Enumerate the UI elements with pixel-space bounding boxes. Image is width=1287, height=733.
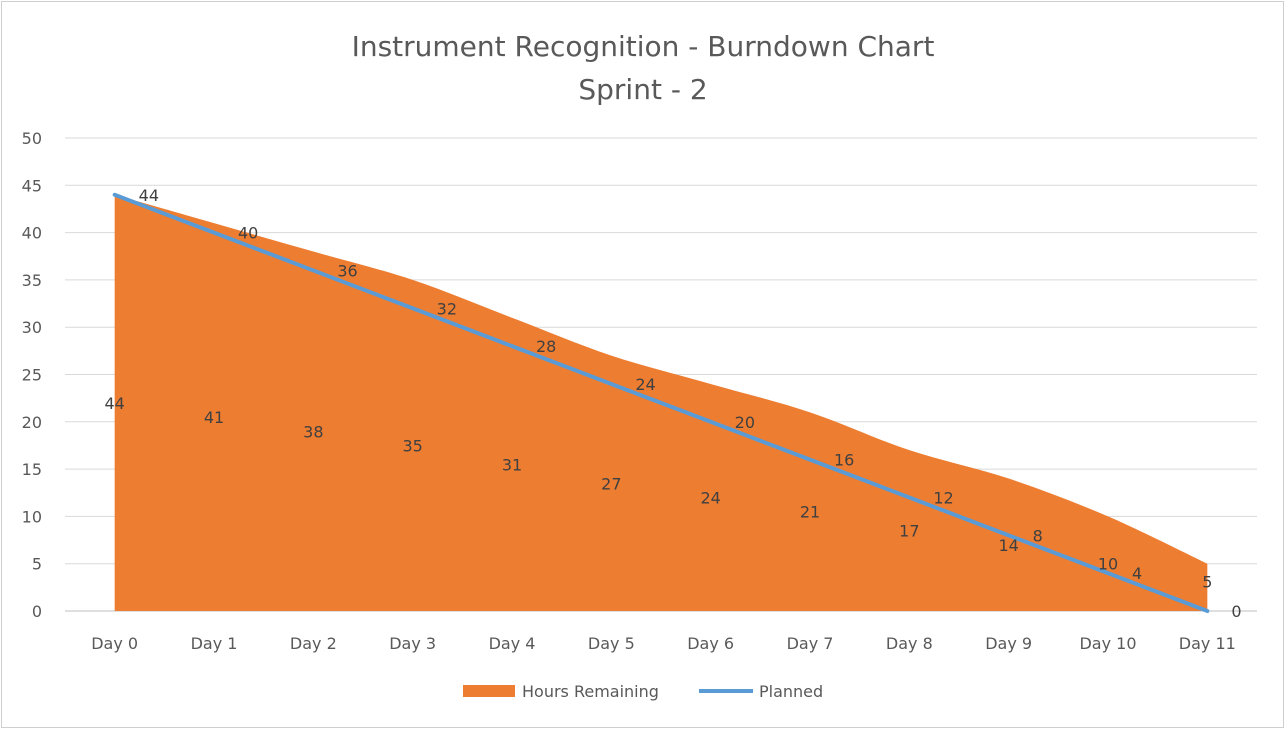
y-tick-label: 35 xyxy=(22,271,42,290)
x-tick-label: Day 9 xyxy=(985,634,1032,653)
x-tick-label: Day 4 xyxy=(489,634,536,653)
hours-remaining-data-label: 14 xyxy=(998,536,1018,555)
planned-data-label: 12 xyxy=(933,488,953,507)
legend-swatch-hours-remaining xyxy=(463,685,515,697)
y-tick-label: 30 xyxy=(22,318,42,337)
x-tick-label: Day 5 xyxy=(588,634,635,653)
planned-line xyxy=(112,192,1210,613)
planned-data-label: 8 xyxy=(1033,526,1043,545)
planned-data-label: 28 xyxy=(536,337,556,356)
y-tick-label: 25 xyxy=(22,366,42,385)
planned-data-label: 36 xyxy=(337,261,357,280)
x-tick-label: Day 6 xyxy=(687,634,734,653)
planned-data-label: 24 xyxy=(635,375,655,394)
legend-label-hours-remaining: Hours Remaining xyxy=(522,682,659,701)
y-tick-label: 0 xyxy=(32,602,42,621)
hours-remaining-data-label: 31 xyxy=(502,455,522,474)
hours-remaining-data-label: 21 xyxy=(800,503,820,522)
y-tick-label: 10 xyxy=(22,507,42,526)
chart-subtitle: Sprint - 2 xyxy=(578,73,707,106)
x-tick-label: Day 10 xyxy=(1079,634,1136,653)
hours-remaining-data-label: 5 xyxy=(1202,573,1212,592)
x-tick-label: Day 3 xyxy=(389,634,436,653)
hours-remaining-data-label: 41 xyxy=(204,408,224,427)
y-tick-label: 45 xyxy=(22,176,42,195)
y-tick-label: 40 xyxy=(22,224,42,243)
hours-remaining-labels: 44 41 38 35 31 27 24 21 17 14 10 5 xyxy=(104,394,1212,592)
planned-data-label: 4 xyxy=(1132,564,1142,583)
planned-data-label: 44 xyxy=(139,186,159,205)
hours-remaining-data-label: 44 xyxy=(104,394,124,413)
hours-remaining-data-label: 24 xyxy=(700,488,720,507)
hours-remaining-data-label: 17 xyxy=(899,522,919,541)
chart-title: Instrument Recognition - Burndown Chart xyxy=(352,30,935,63)
x-tick-label: Day 11 xyxy=(1179,634,1236,653)
planned-data-label: 16 xyxy=(834,451,854,470)
y-tick-label: 15 xyxy=(22,460,42,479)
y-axis-ticks: 0 5 10 15 20 25 30 35 40 45 50 xyxy=(22,129,42,621)
x-tick-label: Day 7 xyxy=(787,634,834,653)
hours-remaining-data-label: 27 xyxy=(601,474,621,493)
hours-remaining-data-label: 38 xyxy=(303,422,323,441)
x-tick-label: Day 2 xyxy=(290,634,337,653)
x-tick-label: Day 8 xyxy=(886,634,933,653)
y-tick-label: 20 xyxy=(22,413,42,432)
hours-remaining-data-label: 35 xyxy=(402,436,422,455)
x-tick-label: Day 1 xyxy=(191,634,238,653)
legend: Hours Remaining Planned xyxy=(463,682,823,701)
hours-remaining-data-label: 10 xyxy=(1098,555,1118,574)
planned-data-label: 40 xyxy=(238,224,258,243)
planned-data-label: 0 xyxy=(1231,602,1241,621)
legend-label-planned: Planned xyxy=(759,682,823,701)
planned-line-layer xyxy=(112,192,1210,613)
planned-data-label: 32 xyxy=(437,299,457,318)
planned-data-label: 20 xyxy=(735,413,755,432)
x-tick-label: Day 0 xyxy=(91,634,138,653)
y-tick-label: 5 xyxy=(32,555,42,574)
x-axis-ticks: Day 0 Day 1 Day 2 Day 3 Day 4 Day 5 Day 6 Day 7… xyxy=(91,634,1236,653)
y-tick-label: 50 xyxy=(22,129,42,148)
